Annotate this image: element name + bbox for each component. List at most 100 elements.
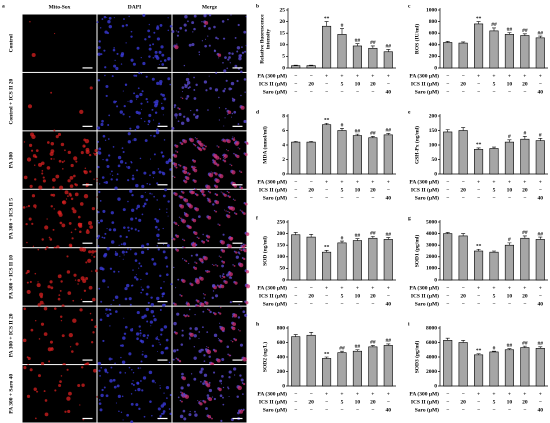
mito-signal (223, 193, 227, 197)
table-cell: − (294, 407, 297, 413)
nucleus (137, 229, 140, 232)
mito-signal (244, 202, 248, 206)
panel-letter: g (408, 215, 411, 221)
nucleus (100, 53, 103, 56)
mito-signal (220, 256, 222, 258)
nucleus (189, 336, 191, 338)
nucleus (161, 292, 165, 296)
table-row-label: ICS II (μM) (259, 80, 287, 87)
mito-signal (193, 179, 197, 183)
nucleus (132, 383, 135, 386)
nucleus (115, 100, 118, 103)
mito-signal (225, 210, 227, 212)
mito-signal (204, 145, 207, 148)
mito-signal (67, 195, 69, 197)
nucleus (156, 128, 159, 131)
nucleus (180, 391, 182, 393)
nucleus (108, 357, 112, 361)
nucleus (179, 399, 182, 402)
nucleus (105, 180, 109, 184)
nucleus (142, 205, 146, 208)
mito-signal (231, 170, 236, 175)
nucleus (105, 94, 108, 98)
mito-signal (216, 264, 219, 267)
mito-signal (239, 262, 244, 268)
nucleus (122, 242, 127, 246)
nucleus (175, 30, 177, 32)
mito-signal (182, 376, 186, 381)
table-cell: + (356, 391, 359, 397)
mito-signal (180, 204, 184, 209)
nucleus (98, 287, 101, 290)
nucleus (167, 57, 171, 61)
mito-signal (192, 218, 197, 223)
row-label: Control + ICS II 20 (8, 78, 14, 124)
table-cell: − (294, 73, 297, 79)
mito-signal (227, 110, 232, 114)
table-cell: 20 (522, 81, 528, 87)
bar (337, 130, 347, 175)
mito-signal (228, 272, 233, 277)
nucleus (180, 96, 182, 98)
nucleus (193, 356, 197, 360)
table-cell: − (477, 293, 480, 299)
table-cell: − (294, 187, 297, 193)
mito-signal (88, 250, 92, 254)
nucleus (149, 400, 152, 403)
significance-label: # (508, 134, 511, 140)
nucleus (244, 91, 246, 93)
mito-signal (54, 307, 57, 310)
mito-signal (232, 322, 237, 327)
table-row-label: ICS II (μM) (411, 292, 439, 299)
mito-signal (228, 211, 231, 214)
error-bar (355, 43, 360, 46)
table-cell: − (462, 195, 465, 201)
nucleus (117, 155, 122, 160)
nucleus (239, 54, 243, 57)
table-cell: 10 (355, 81, 361, 87)
nucleus (142, 376, 147, 380)
nucleus (152, 171, 156, 175)
nucleus (203, 354, 206, 357)
nucleus (120, 63, 123, 65)
mito-signal (199, 143, 204, 147)
mito-signal (77, 215, 81, 219)
nucleus (120, 53, 124, 58)
bar (291, 65, 301, 69)
nucleus (155, 219, 160, 223)
nucleus (166, 397, 168, 400)
mito-signal (34, 178, 37, 181)
nucleus (112, 146, 115, 148)
mito-signal (69, 184, 74, 188)
table-cell: + (325, 391, 328, 397)
mito-signal (34, 319, 37, 322)
error-bar (492, 146, 496, 149)
mito-signal (74, 279, 77, 281)
mito-signal (234, 338, 238, 342)
mito-signal (215, 178, 220, 184)
nucleus (98, 40, 101, 43)
micrograph (97, 306, 172, 365)
error-bar (309, 141, 314, 143)
mito-signal (240, 105, 245, 110)
nucleus (115, 178, 119, 181)
nucleus (134, 228, 137, 231)
table-cell: − (446, 285, 449, 291)
nucleus (131, 284, 134, 287)
nucleus (234, 36, 237, 39)
nucleus (134, 259, 138, 262)
nucleus (180, 343, 184, 346)
nucleus (118, 244, 120, 246)
nucleus (226, 67, 229, 70)
nucleus (128, 366, 131, 369)
nucleus (106, 17, 108, 18)
nucleus (105, 313, 107, 315)
y-tick-label: 8000 (426, 325, 437, 331)
mito-signal (219, 174, 224, 179)
nucleus (189, 410, 191, 413)
mito-signal (240, 171, 243, 174)
nucleus (144, 139, 148, 143)
nucleus (154, 103, 158, 108)
nucleus (148, 183, 151, 186)
mito-signal (231, 326, 236, 331)
